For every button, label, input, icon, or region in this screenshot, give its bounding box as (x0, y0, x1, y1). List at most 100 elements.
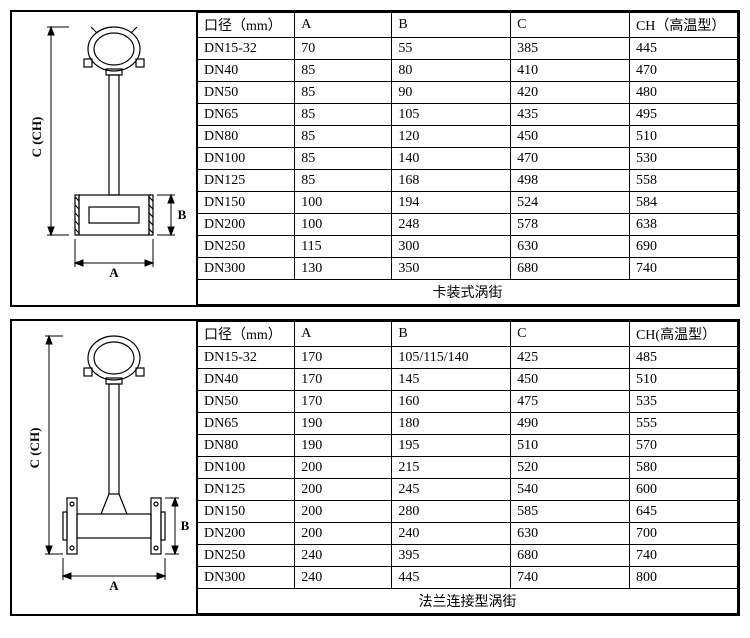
table-cell: DN125 (198, 479, 295, 501)
table-cell: 215 (392, 457, 511, 479)
dim-b-label-2: B (181, 518, 189, 533)
table-cell: 470 (511, 148, 630, 170)
table-cell: 510 (629, 369, 737, 391)
table-cell: 70 (295, 38, 392, 60)
table-cell: 578 (511, 214, 630, 236)
dim-a-label-2: A (109, 578, 119, 593)
table-cell: 530 (629, 148, 737, 170)
table-wafer-wrap: 口径（mm）ABCCH（高温型）DN15-327055385445DN40858… (197, 12, 738, 305)
table-row: DN508590420480 (198, 82, 738, 104)
table-row: DN15-327055385445 (198, 38, 738, 60)
table-cell: 630 (511, 236, 630, 258)
table-cell: 85 (295, 104, 392, 126)
table-cell: 100 (295, 192, 392, 214)
table-flange: 口径（mm）ABCCH(高温型）DN15-32170105/115/140425… (197, 321, 738, 614)
table-cell: 115 (295, 236, 392, 258)
panel-wafer: A B C (CH) 口径（mm）ABCCH（高温型）DN15-32705538… (10, 10, 740, 307)
table-cell: DN65 (198, 413, 295, 435)
table-cell: 105/115/140 (392, 347, 511, 369)
column-header: 口径（mm） (198, 13, 295, 38)
table-row: DN80190195510570 (198, 435, 738, 457)
table-cell: 170 (295, 391, 392, 413)
table-cell: DN200 (198, 523, 295, 545)
table-cell: DN300 (198, 567, 295, 589)
table-cell: 85 (295, 126, 392, 148)
panel-flange: A B C (CH) 口径（mm）ABCCH(高温型）DN15-32170105… (10, 319, 740, 616)
column-header: A (295, 13, 392, 38)
table-flange-wrap: 口径（mm）ABCCH(高温型）DN15-32170105/115/140425… (197, 321, 738, 614)
table-cell: 145 (392, 369, 511, 391)
table-cell: 85 (295, 170, 392, 192)
table-row: DN10085140470530 (198, 148, 738, 170)
table-cell: 480 (629, 82, 737, 104)
table-cell: 240 (295, 545, 392, 567)
table-row: DN250240395680740 (198, 545, 738, 567)
table-cell: 194 (392, 192, 511, 214)
table-row: DN125200245540600 (198, 479, 738, 501)
table-cell: DN250 (198, 545, 295, 567)
table-cell: DN100 (198, 148, 295, 170)
column-header: A (295, 322, 392, 347)
table-cell: 140 (392, 148, 511, 170)
table-cell: 524 (511, 192, 630, 214)
table-cell: 690 (629, 236, 737, 258)
table-cell: DN50 (198, 82, 295, 104)
table-cell: 180 (392, 413, 511, 435)
table-cell: 445 (392, 567, 511, 589)
table-cell: DN150 (198, 192, 295, 214)
table-cell: 555 (629, 413, 737, 435)
table-cell: 195 (392, 435, 511, 457)
table-cell: 300 (392, 236, 511, 258)
table-cell: 435 (511, 104, 630, 126)
table-cell: DN40 (198, 369, 295, 391)
table-cell: 470 (629, 60, 737, 82)
caption-cell: 卡装式涡街 (198, 280, 738, 305)
table-cell: 80 (392, 60, 511, 82)
table-cell: 630 (511, 523, 630, 545)
table-cell: 245 (392, 479, 511, 501)
table-cell: 410 (511, 60, 630, 82)
table-cell: DN150 (198, 501, 295, 523)
table-cell: 558 (629, 170, 737, 192)
table-row: DN200100248578638 (198, 214, 738, 236)
caption-cell: 法兰连接型涡街 (198, 589, 738, 614)
table-cell: 90 (392, 82, 511, 104)
table-cell: DN15-32 (198, 38, 295, 60)
table-row: DN408580410470 (198, 60, 738, 82)
flange-svg: A B C (CH) (19, 328, 189, 608)
table-cell: 600 (629, 479, 737, 501)
table-cell: DN40 (198, 60, 295, 82)
table-cell: 200 (295, 457, 392, 479)
table-row: DN300240445740800 (198, 567, 738, 589)
table-cell: 240 (392, 523, 511, 545)
table-wafer: 口径（mm）ABCCH（高温型）DN15-327055385445DN40858… (197, 12, 738, 305)
table-cell: 248 (392, 214, 511, 236)
table-row: DN12585168498558 (198, 170, 738, 192)
table-row: DN50170160475535 (198, 391, 738, 413)
table-cell: DN125 (198, 170, 295, 192)
column-header: CH(高温型） (629, 322, 737, 347)
table-cell: 280 (392, 501, 511, 523)
dim-c-label: C (CH) (29, 116, 44, 157)
table-cell: DN100 (198, 457, 295, 479)
dim-c-label-2: C (CH) (27, 427, 42, 468)
table-cell: DN80 (198, 126, 295, 148)
dim-a-label: A (109, 265, 119, 280)
table-cell: DN80 (198, 435, 295, 457)
table-row: DN15-32170105/115/140425485 (198, 347, 738, 369)
table-cell: 580 (629, 457, 737, 479)
table-cell: 160 (392, 391, 511, 413)
table-row: DN100200215520580 (198, 457, 738, 479)
table-cell: 740 (511, 567, 630, 589)
table-cell: 425 (511, 347, 630, 369)
table-cell: 55 (392, 38, 511, 60)
diagram-flange: A B C (CH) (12, 321, 197, 614)
table-cell: 450 (511, 369, 630, 391)
table-cell: 740 (629, 545, 737, 567)
table-cell: DN200 (198, 214, 295, 236)
caption-row: 法兰连接型涡街 (198, 589, 738, 614)
table-row: DN250115300630690 (198, 236, 738, 258)
table-cell: 85 (295, 60, 392, 82)
table-cell: 535 (629, 391, 737, 413)
column-header: B (392, 322, 511, 347)
